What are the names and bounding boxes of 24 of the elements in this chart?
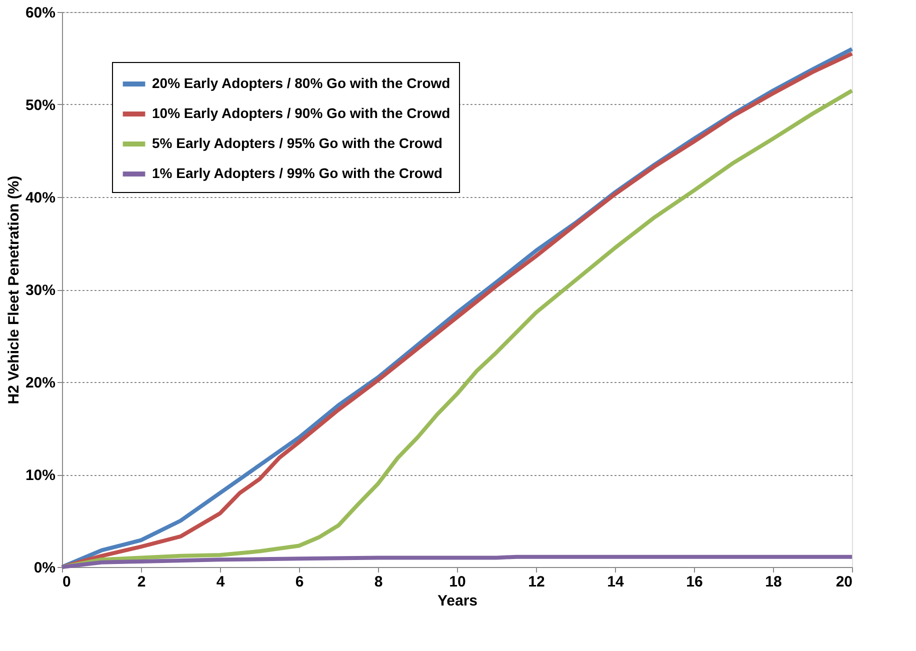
x-tick-label: 18 — [765, 574, 782, 590]
legend-label: 1% Early Adopters / 99% Go with the Crowd — [152, 165, 442, 181]
y-tick-label: 10% — [25, 467, 56, 484]
y-tick-label: 0% — [34, 560, 56, 576]
x-tick-label: 0 — [62, 574, 71, 590]
x-tick-label: 2 — [137, 574, 146, 590]
legend-label: 20% Early Adopters / 80% Go with the Crowd — [152, 75, 450, 91]
y-tick-label: 20% — [25, 374, 56, 392]
y-tick-label: 60% — [25, 4, 56, 22]
x-axis-title: Years — [437, 592, 478, 610]
y-tick-label: 30% — [25, 282, 56, 299]
x-tick-label: 10 — [449, 574, 466, 590]
x-tick-label: 14 — [607, 574, 624, 590]
y-tick-label: 50% — [25, 97, 56, 114]
x-tick-label: 8 — [374, 574, 383, 590]
x-tick-label: 4 — [216, 574, 226, 590]
x-tick-label: 12 — [528, 574, 545, 590]
legend-label: 5% Early Adopters / 95% Go with the Crowd — [152, 135, 442, 151]
legend-label: 10% Early Adopters / 90% Go with the Crowd — [152, 105, 450, 121]
x-tick-label: 6 — [295, 574, 304, 590]
y-tick-label: 40% — [25, 190, 56, 206]
x-tick-label: 16 — [686, 574, 703, 590]
x-tick-label: 20 — [836, 574, 852, 590]
y-axis-title: H2 Vehicle Fleet Penetration (%) — [5, 176, 22, 404]
